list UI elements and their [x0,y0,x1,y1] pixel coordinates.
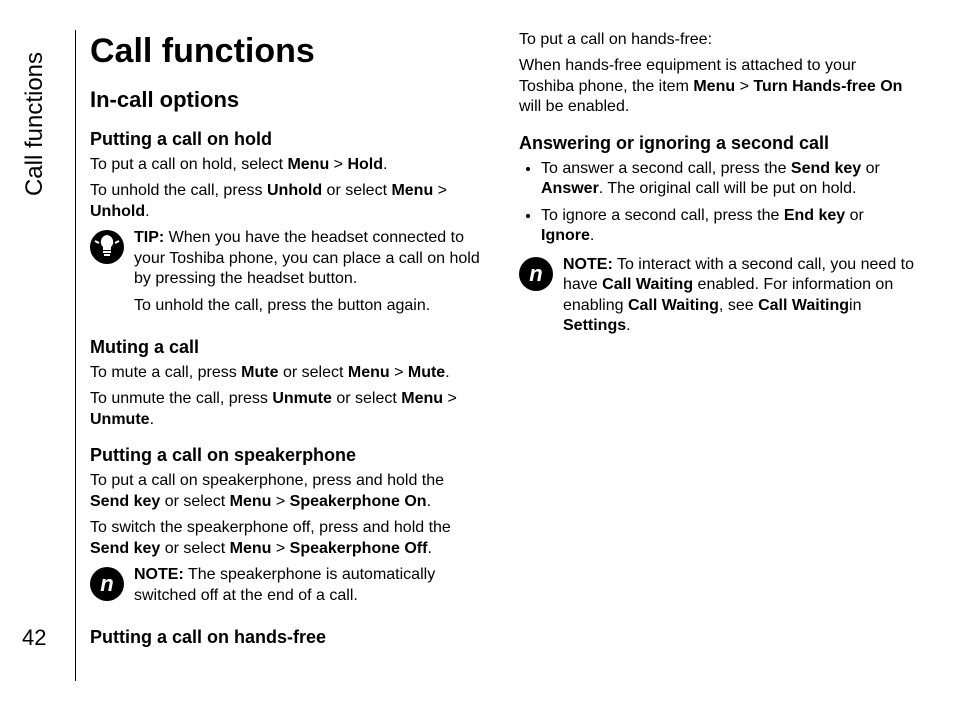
tip-text: TIP: When you have the headset connected… [134,228,485,322]
note-icon: n [519,257,553,291]
note-speaker-callout: n NOTE: The speakerphone is automaticall… [90,565,485,612]
note-speaker-text: NOTE: The speakerphone is automatically … [134,565,485,612]
para-hold-2: To unhold the call, press Unhold or sele… [90,181,485,222]
heading-hold: Putting a call on hold [90,128,485,151]
body-content: Call functions In-call options Putting a… [90,30,914,670]
tip-line-1: TIP: When you have the headset connected… [134,228,485,289]
side-running-head-text: Call functions [21,52,49,196]
para-mute-2: To unmute the call, press Unmute or sele… [90,389,485,430]
heading-mute: Muting a call [90,336,485,359]
note-second-callout: n NOTE: To interact with a second call, … [519,255,914,343]
svg-text:n: n [529,261,542,286]
tip-line-2: To unhold the call, press the button aga… [134,296,485,316]
para-mute-1: To mute a call, press Mute or select Men… [90,363,485,383]
list-item: To answer a second call, press the Send … [541,159,914,200]
svg-text:n: n [100,571,113,596]
para-speaker-2: To switch the speakerphone off, press an… [90,518,485,559]
para-speaker-1: To put a call on speakerphone, press and… [90,471,485,512]
tip-callout: TIP: When you have the headset connected… [90,228,485,322]
side-running-head: Call functions [20,30,50,410]
heading-second-call: Answering or ignoring a second call [519,132,914,155]
heading-handsfree: Putting a call on hands-free [90,626,485,649]
note-icon: n [90,567,124,601]
page-title: Call functions [90,30,485,74]
vertical-rule [75,30,76,681]
list-item: To ignore a second call, press the End k… [541,206,914,247]
section-incall-options: In-call options [90,86,485,114]
lightbulb-icon [90,230,124,264]
page-number: 42 [22,625,46,651]
note-second-text: NOTE: To interact with a second call, yo… [563,255,914,343]
second-call-list: To answer a second call, press the Send … [519,159,914,247]
para-handsfree-1: To put a call on hands-free: [519,30,914,50]
para-handsfree-2: When hands-free equipment is attached to… [519,56,914,117]
para-hold-1: To put a call on hold, select Menu > Hol… [90,155,485,175]
heading-speakerphone: Putting a call on speakerphone [90,444,485,467]
manual-page: Call functions 42 Call functions In-call… [0,0,954,701]
